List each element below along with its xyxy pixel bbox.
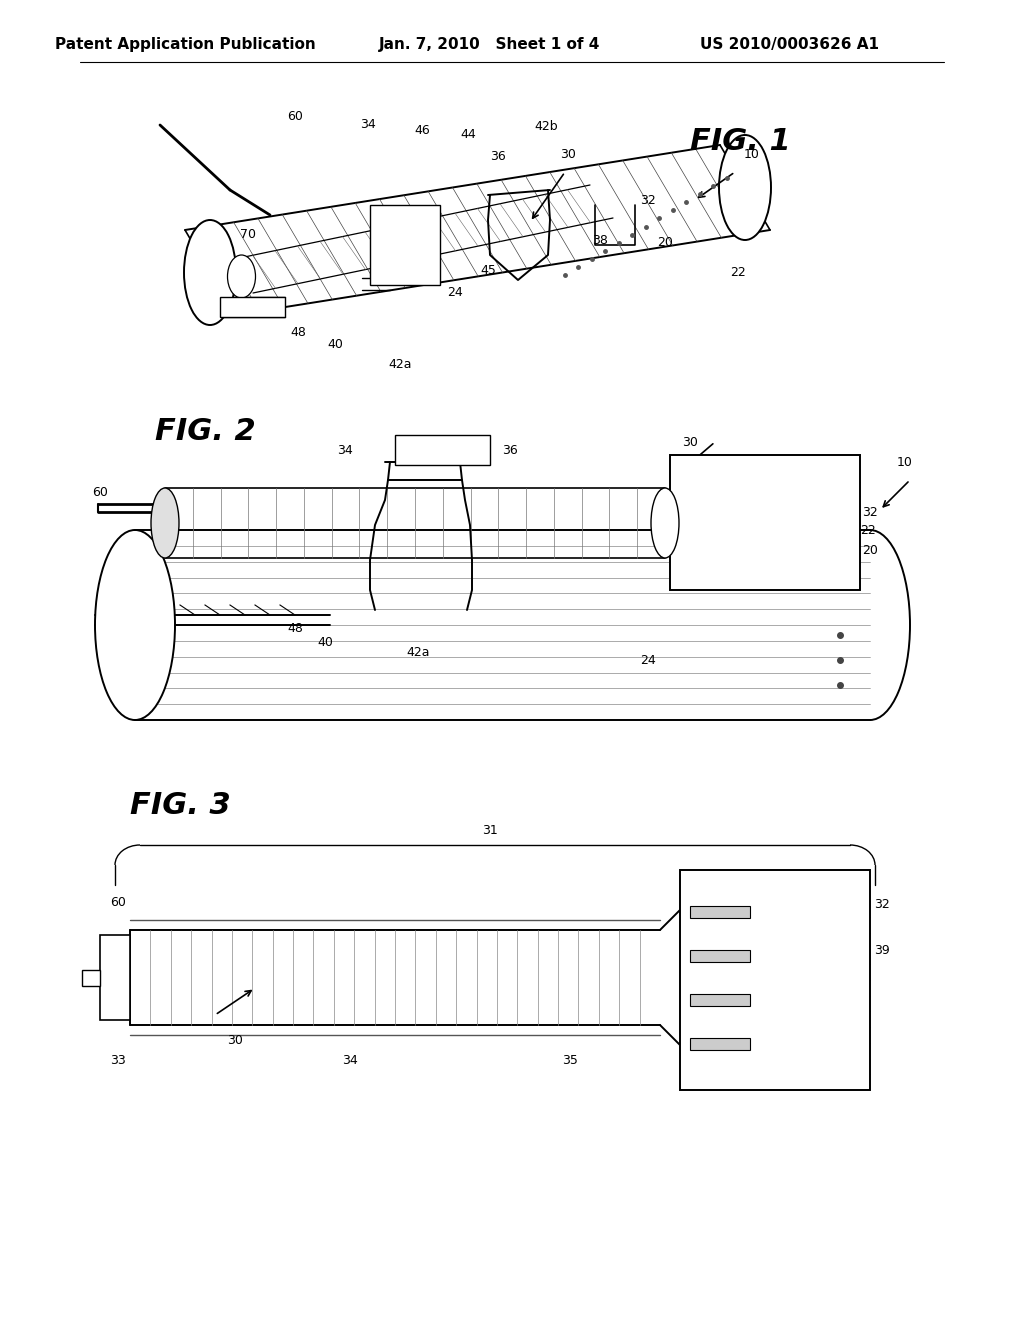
- Ellipse shape: [227, 255, 256, 298]
- Text: 60: 60: [92, 486, 108, 499]
- Text: 47: 47: [370, 248, 386, 261]
- Bar: [690, 1038, 750, 1049]
- Text: 46: 46: [414, 124, 430, 136]
- Text: 44: 44: [451, 433, 466, 446]
- Text: US 2010/0003626 A1: US 2010/0003626 A1: [700, 37, 880, 53]
- Ellipse shape: [151, 488, 179, 558]
- Bar: [220, 297, 285, 317]
- Text: 35: 35: [562, 1053, 578, 1067]
- Bar: [670, 455, 860, 590]
- Text: FIG. 2: FIG. 2: [155, 417, 256, 446]
- Text: FIG. 3: FIG. 3: [130, 791, 230, 820]
- Text: 38: 38: [592, 234, 608, 247]
- Text: 48: 48: [290, 326, 306, 338]
- Text: 60: 60: [287, 110, 303, 123]
- Text: 36: 36: [490, 150, 506, 164]
- Text: Patent Application Publication: Patent Application Publication: [54, 37, 315, 53]
- Text: 34: 34: [337, 444, 353, 457]
- Text: 10: 10: [744, 149, 760, 161]
- Text: 24: 24: [640, 653, 656, 667]
- Text: 33: 33: [111, 1053, 126, 1067]
- Text: 32: 32: [640, 194, 656, 206]
- Text: 32: 32: [874, 899, 890, 912]
- Bar: [680, 870, 870, 1090]
- Ellipse shape: [651, 488, 679, 558]
- Bar: [395, 436, 490, 465]
- Text: 34: 34: [360, 119, 376, 132]
- Text: 30: 30: [560, 149, 575, 161]
- Text: 60: 60: [110, 895, 126, 908]
- Text: 42a: 42a: [388, 359, 412, 371]
- Text: FIG. 1: FIG. 1: [690, 128, 791, 157]
- Text: 20: 20: [862, 544, 878, 557]
- Text: 31: 31: [482, 824, 498, 837]
- Ellipse shape: [95, 531, 175, 719]
- Text: 36: 36: [502, 444, 518, 457]
- Text: 39: 39: [874, 944, 890, 957]
- Text: 70: 70: [240, 228, 256, 242]
- Text: 32: 32: [862, 506, 878, 519]
- Text: 34: 34: [342, 1053, 357, 1067]
- Bar: [370, 205, 440, 285]
- Text: 22: 22: [860, 524, 876, 536]
- Text: 10: 10: [897, 455, 913, 469]
- Text: 40: 40: [327, 338, 343, 351]
- Bar: [690, 994, 750, 1006]
- Bar: [82, 969, 100, 986]
- Text: Jan. 7, 2010   Sheet 1 of 4: Jan. 7, 2010 Sheet 1 of 4: [379, 37, 601, 53]
- Bar: [690, 950, 750, 962]
- Text: 38: 38: [687, 983, 702, 997]
- Text: 22: 22: [730, 265, 745, 279]
- Text: 30: 30: [682, 436, 698, 449]
- Text: 70: 70: [106, 595, 123, 609]
- Text: 20: 20: [657, 235, 673, 248]
- Text: 44: 44: [460, 128, 476, 141]
- Text: 40: 40: [317, 635, 333, 648]
- Ellipse shape: [184, 220, 236, 325]
- Ellipse shape: [719, 135, 771, 240]
- Text: 30: 30: [227, 1034, 243, 1047]
- Bar: [100, 935, 130, 1020]
- Text: 42a: 42a: [407, 645, 430, 659]
- Text: 46: 46: [408, 436, 423, 449]
- Bar: [690, 906, 750, 917]
- Text: 48: 48: [287, 622, 303, 635]
- Text: 42b: 42b: [535, 120, 558, 133]
- Text: 45: 45: [480, 264, 496, 276]
- Text: 24: 24: [447, 286, 463, 300]
